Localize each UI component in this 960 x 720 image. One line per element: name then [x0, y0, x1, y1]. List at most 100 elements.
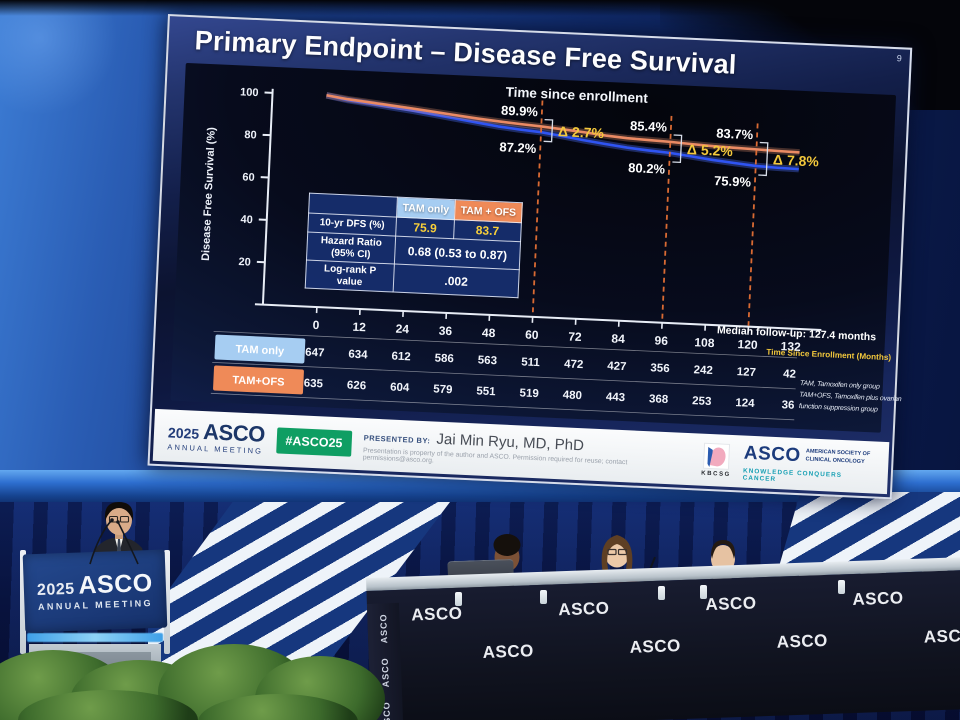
at-risk-count: 647 [305, 347, 325, 360]
x-tick-label: 36 [439, 324, 453, 339]
footer-brand-sub: ANNUAL MEETING [167, 442, 264, 457]
at-risk-count: 443 [606, 391, 626, 404]
panelist-1-hair [493, 534, 521, 556]
milestone-dashed-line [661, 115, 673, 322]
microphone-gooseneck [89, 519, 113, 565]
x-tick-label: 120 [737, 337, 758, 352]
x-tick-label: 0 [312, 318, 320, 332]
panelist-2-glasses [607, 548, 617, 556]
presentation-slide: Primary Endpoint – Disease Free Survival… [147, 14, 913, 500]
lower-survival-label: 87.2% [499, 139, 537, 156]
asco-society-name: AMERICAN SOCIETY OF CLINICAL ONCOLOGY [805, 448, 871, 465]
y-tick-label: 20 [238, 256, 251, 269]
at-risk-count: 551 [476, 385, 496, 398]
footnote-line: function suppression group [799, 403, 878, 414]
at-risk-count: 519 [519, 387, 539, 400]
at-risk-count: 368 [649, 393, 669, 406]
slide-number: 9 [896, 53, 902, 64]
x-axis [254, 303, 822, 331]
presented-by-block: PRESENTED BY: Jai Min Ryu, MD, PhD Prese… [363, 427, 691, 476]
upper-survival-label: 83.7% [716, 126, 754, 143]
x-tick-label: 132 [780, 339, 801, 354]
at-risk-count: 586 [434, 352, 454, 365]
at-risk-count: 36 [781, 399, 794, 412]
delta-bracket [758, 141, 769, 177]
table-brand-text: ASCO [378, 613, 390, 644]
table-brand-text: ASCO [558, 598, 610, 620]
panelist-3-hair [711, 540, 735, 559]
survival-curve-TAM only [326, 94, 799, 171]
hashtag-badge: #ASCO25 [275, 427, 352, 457]
x-tick-label: 60 [525, 328, 539, 343]
stats-row-label: Hazard Ratio (95% CI) [306, 232, 396, 265]
chart-title: Time since enrollment [505, 84, 648, 105]
at-risk-count: 356 [650, 362, 670, 375]
asco-society-logo: ASCO AMERICAN SOCIETY OF CLINICAL ONCOLOG… [743, 442, 875, 487]
at-risk-count: 626 [347, 380, 367, 393]
at-risk-count: 127 [736, 366, 756, 379]
at-risk-group-label: TAM+OFS [232, 374, 285, 388]
at-risk-legend-chip [213, 365, 304, 395]
footnote-line: TAM+OFS, Tamoxifen plus ovarian [799, 392, 902, 404]
table-brand-text: ASCO [629, 636, 682, 657]
log-rank-p-value: .002 [393, 264, 520, 298]
y-tick-label: 100 [240, 86, 259, 99]
dfs-stats-table: TAM only TAM + OFS 10-yr DFS (%) 75.9 83… [304, 192, 523, 299]
at-risk-group-label: TAM only [235, 343, 285, 357]
x-tick-label: 12 [352, 320, 366, 335]
at-risk-count: 480 [562, 389, 582, 402]
panel-table: ASCO ASCO ASCO ASCO ASCO ASCO ASCO ASCO ASCO ASC… [366, 556, 960, 720]
stats-col-tam-only: TAM only [396, 197, 456, 220]
table-brand-text: ASCO [776, 630, 829, 652]
at-risk-count: 563 [478, 354, 498, 367]
y-axis [261, 88, 274, 305]
y-axis-title: Disease Free Survival (%) [200, 127, 218, 262]
at-risk-count: 579 [433, 383, 453, 396]
dfs-km-chart: 20 40 60 80 100 Disease Free Survival (%) Time… [200, 84, 902, 421]
podium-led-glow [27, 633, 163, 642]
delta-label: Δ 5.2% [687, 141, 734, 159]
at-risk-count: 612 [391, 350, 411, 363]
y-tick-label: 80 [244, 129, 257, 142]
at-risk-divider [212, 361, 796, 390]
footer-brand: ASCO [202, 419, 266, 448]
panelist-2-glasses [617, 548, 628, 556]
presenter-glasses-right [119, 515, 130, 523]
table-brand-text: ASCO [923, 625, 960, 647]
podium-microphones [89, 518, 139, 565]
at-risk-count: 42 [783, 368, 796, 381]
x-tick-label: 48 [482, 326, 496, 341]
x-tick-label: 108 [694, 335, 715, 350]
at-risk-legend-chip [214, 334, 306, 364]
asco-logo-text: ASCO [743, 442, 802, 466]
podium-post [164, 550, 170, 654]
at-risk-count: 472 [564, 358, 584, 371]
x-tick-label: 84 [611, 331, 625, 346]
stats-row-label: Log-rank P value [305, 260, 395, 292]
at-risk-count: 253 [692, 395, 712, 408]
water-bottle [455, 592, 462, 606]
survival-curve-TAM + OFS [326, 93, 800, 154]
table-brand-text: ASCO [482, 641, 535, 662]
y-tick-label: 40 [240, 214, 253, 227]
podium-year: 2025 [36, 580, 75, 599]
milestone-dashed-line [747, 123, 759, 326]
at-risk-count: 604 [390, 381, 410, 394]
footer-year: 2025 [167, 424, 200, 443]
lower-survival-label: 80.2% [628, 160, 666, 177]
upper-survival-label: 89.9% [501, 103, 539, 120]
at-risk-divider [213, 330, 798, 359]
asco-tagline: KNOWLEDGE CONQUERS CANCER [742, 467, 843, 483]
dfs-value-tam-only: 75.9 [395, 217, 455, 239]
delta-bracket [543, 118, 554, 143]
lower-survival-label: 75.9% [714, 173, 752, 190]
kbcsg-logo: KBCSG [701, 442, 732, 478]
presented-by-label: PRESENTED BY: [363, 433, 431, 446]
y-tick-label: 60 [242, 171, 255, 184]
microphone-tip [110, 518, 114, 522]
at-risk-count: 634 [348, 349, 368, 362]
water-bottle [700, 585, 707, 599]
upper-survival-label: 85.4% [630, 118, 668, 135]
